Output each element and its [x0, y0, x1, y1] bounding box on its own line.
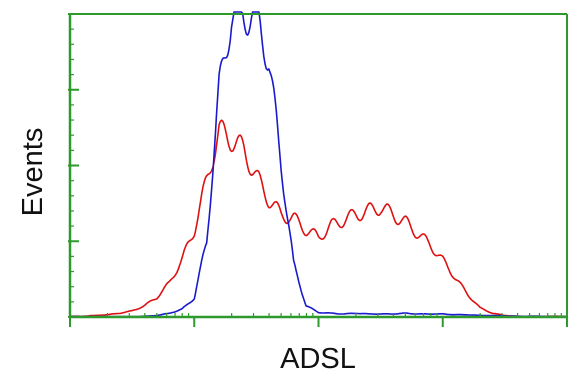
y-axis-label: Events	[17, 128, 49, 217]
x-axis-label: ADSL	[280, 343, 356, 375]
series-1-line	[70, 119, 568, 318]
plot-background	[70, 14, 567, 317]
